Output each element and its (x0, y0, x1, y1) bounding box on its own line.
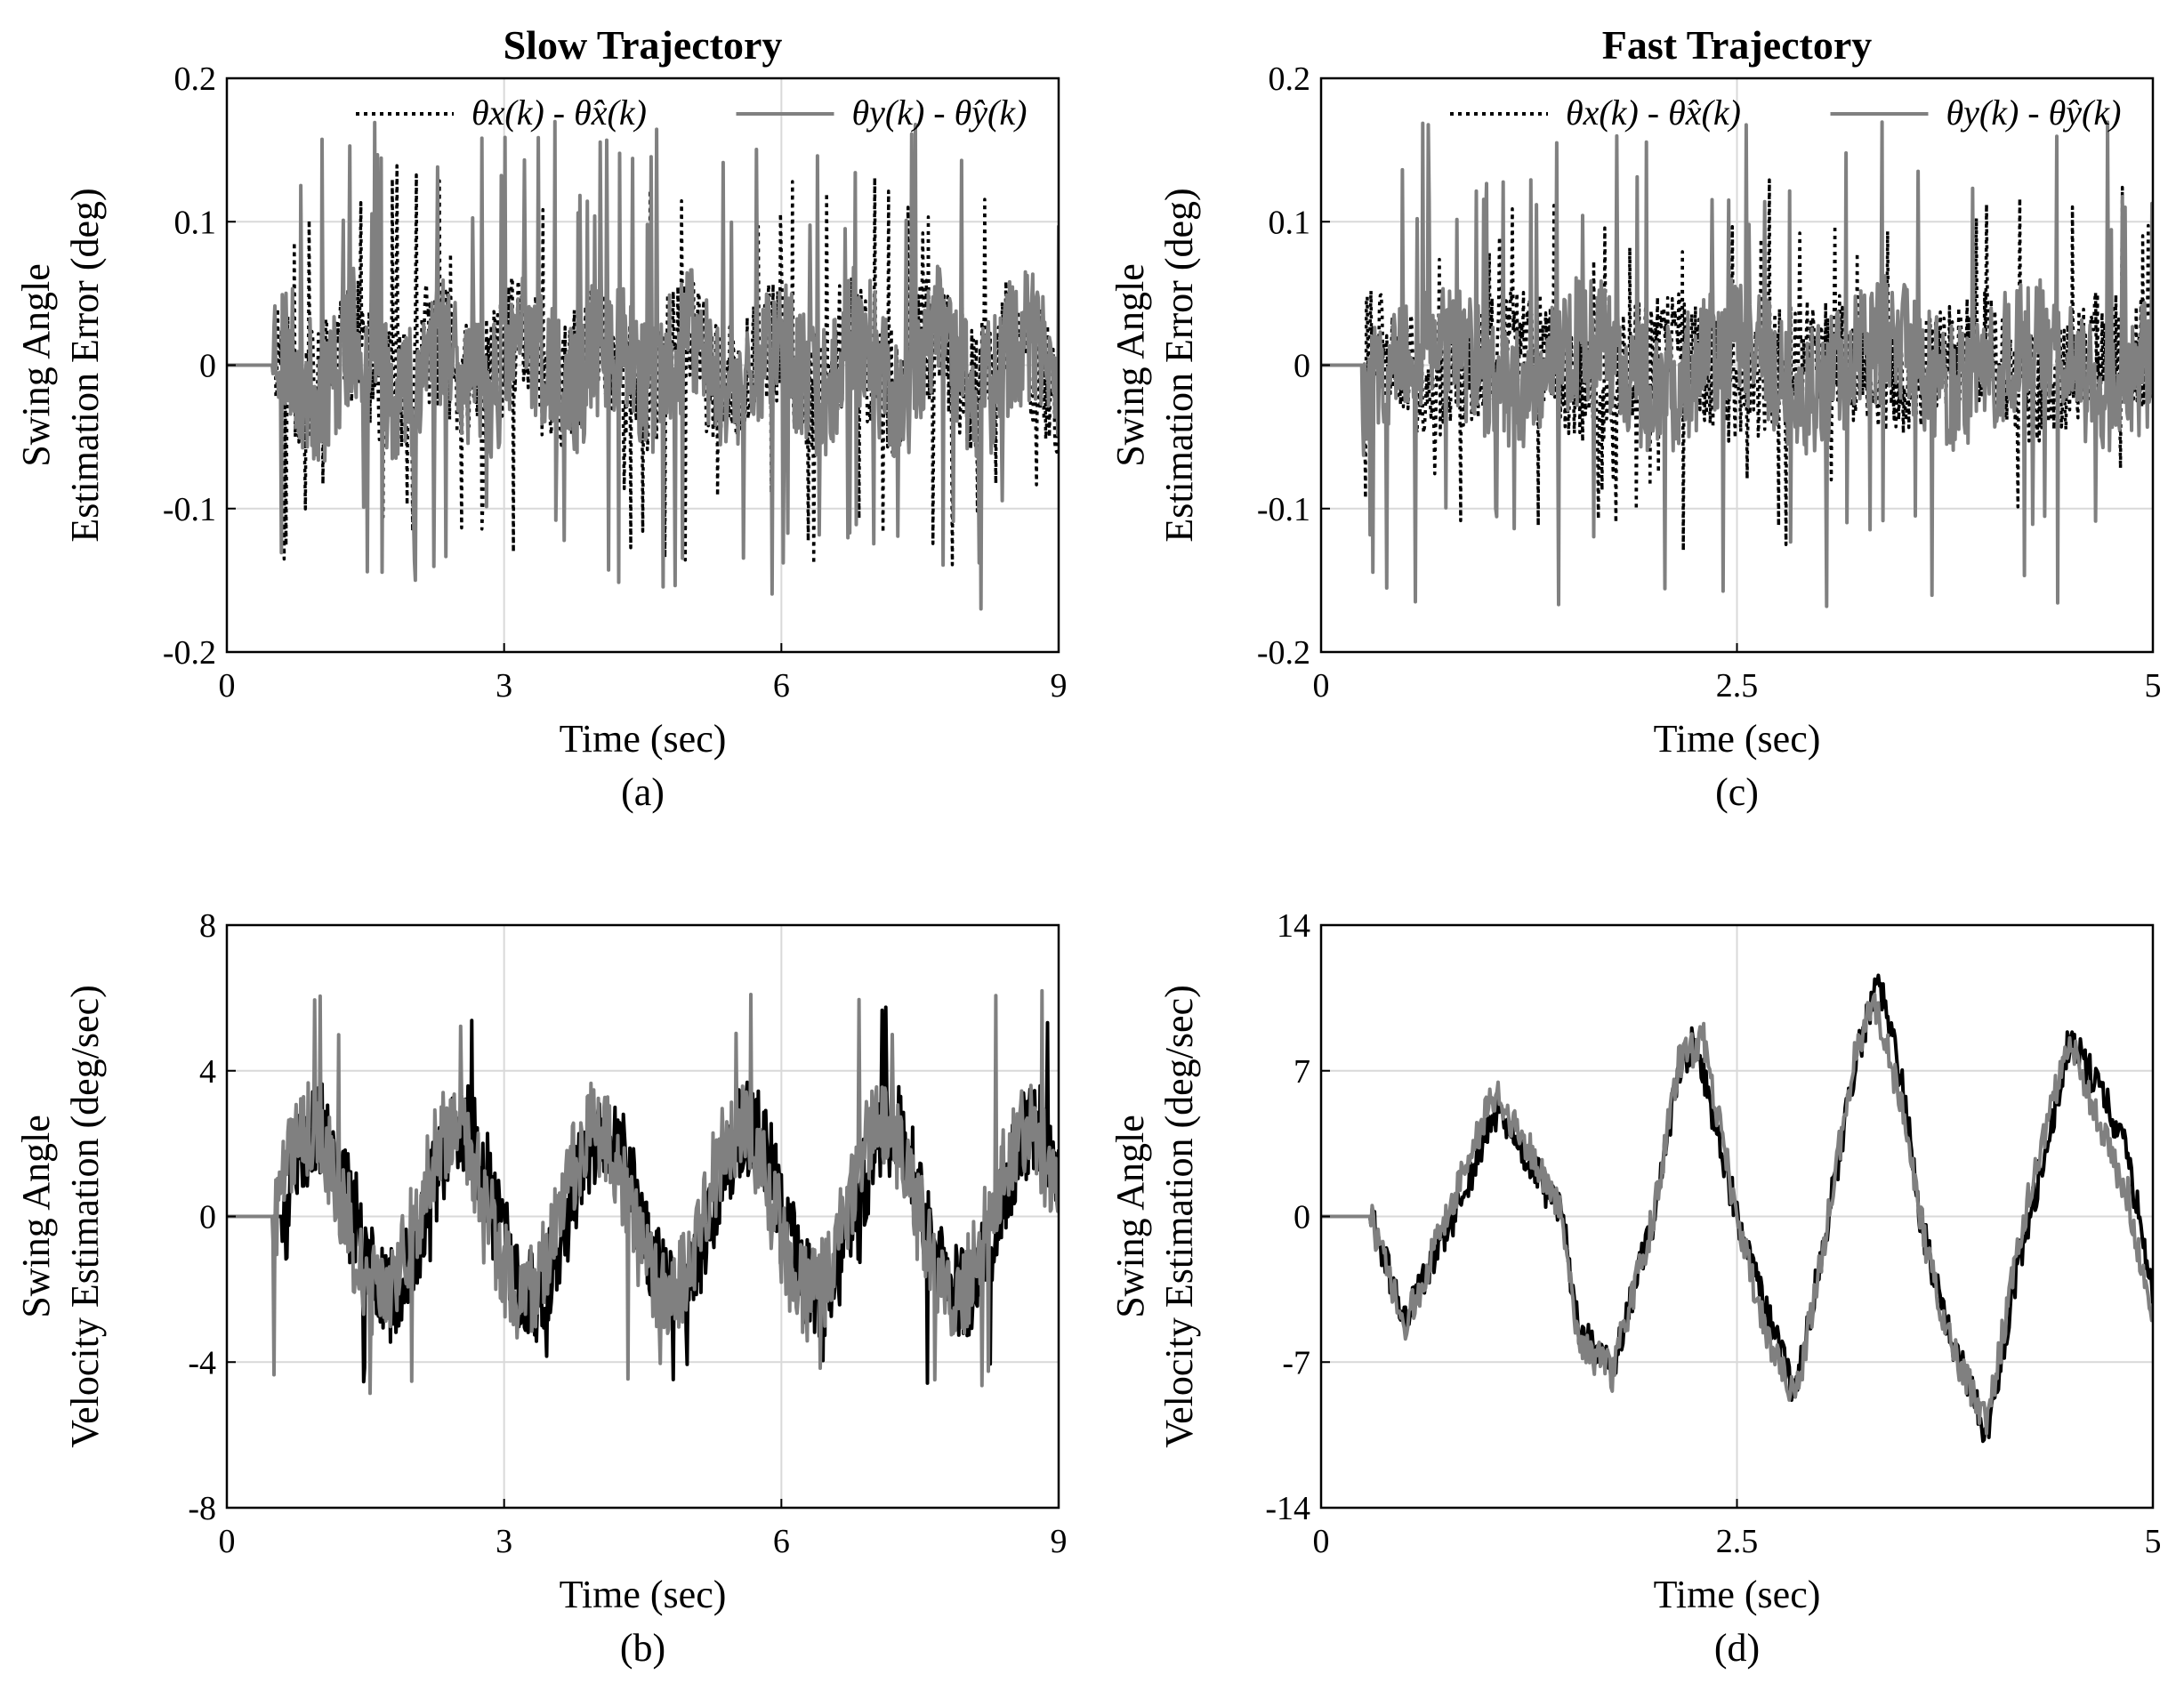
y-tick-label: -0.2 (1257, 634, 1310, 672)
chart-c: 0 2.5 5 -0.2 -0.1 0 0.1 0.2 Fast Trajectory Time … (1108, 22, 2162, 814)
x-axis-label: Time (sec) (1654, 717, 1821, 761)
y-tick-label: -7 (1282, 1344, 1310, 1381)
y-tick-label: 0 (1293, 348, 1310, 385)
x-axis-label: Time (sec) (560, 1573, 727, 1616)
y-tick-label: 8 (199, 907, 216, 945)
y-axis-label-line: Swing Angle (1108, 263, 1152, 467)
y-axis-label-line: Swing Angle (1108, 1115, 1152, 1318)
panel-caption: (d) (1714, 1626, 1760, 1670)
series-line-y (1321, 120, 2153, 608)
y-tick-label: -4 (188, 1344, 216, 1381)
y-tick-label: 0 (1293, 1199, 1310, 1236)
y-tick-label: -8 (188, 1490, 216, 1527)
x-tick-label: 0 (219, 667, 236, 705)
y-axis-label-line: Swing Angle (14, 263, 58, 467)
panel-caption: (b) (620, 1626, 665, 1670)
x-tick-label: 9 (1051, 1523, 1068, 1560)
x-tick-label: 9 (1051, 667, 1068, 705)
x-tick-label: 3 (496, 667, 512, 705)
y-axis-label-line: Estimation Error (deg) (1157, 188, 1201, 542)
panel-caption: (a) (621, 770, 665, 814)
x-tick-label: 6 (773, 1523, 790, 1560)
x-tick-label: 2.5 (1716, 1523, 1759, 1560)
x-tick-label: 0 (1313, 667, 1330, 705)
chart-a: 0 3 6 9 -0.2 -0.1 0 0.1 0.2 Slow Trajectory Time (… (14, 22, 1068, 814)
chart-b: 0 3 6 9 -8 -4 0 4 8 Time (sec) (b) Swing Angle Veloc… (14, 907, 1068, 1670)
legend-label: θy(k) - θ̂y(k) (852, 93, 1028, 133)
y-axis-label-line: Estimation Error (deg) (63, 188, 107, 542)
legend-label: θx(k) - θ̂x(k) (1566, 93, 1741, 133)
series-line-y (227, 988, 1059, 1396)
x-tick-label: 5 (2145, 667, 2162, 705)
y-tick-label: 0.2 (1269, 60, 1311, 98)
x-tick-label: 0 (1313, 1523, 1330, 1560)
series-line-y (227, 119, 1059, 611)
y-axis-label-line: Velocity Estimation (deg/sec) (1157, 985, 1201, 1448)
y-tick-label: 0 (199, 348, 216, 385)
y-tick-label: -0.2 (163, 634, 216, 672)
x-tick-label: 0 (219, 1523, 236, 1560)
series-line-y (1321, 992, 2153, 1436)
y-tick-label: -0.1 (1257, 491, 1310, 528)
y-axis-label-line: Velocity Estimation (deg/sec) (63, 985, 107, 1448)
y-tick-label: 0 (199, 1199, 216, 1236)
x-tick-label: 3 (496, 1523, 512, 1560)
x-tick-label: 5 (2145, 1523, 2162, 1560)
y-tick-label: -14 (1265, 1490, 1310, 1527)
chart-title: Slow Trajectory (504, 22, 783, 68)
y-tick-label: 0.2 (174, 60, 217, 98)
x-axis-label: Time (sec) (560, 717, 727, 761)
x-axis-label: Time (sec) (1654, 1573, 1821, 1616)
legend-label: θx(k) - θ̂x(k) (471, 93, 647, 133)
legend-label: θy(k) - θ̂y(k) (1946, 93, 2122, 133)
y-tick-label: -0.1 (163, 491, 216, 528)
x-tick-label: 2.5 (1716, 667, 1759, 705)
y-tick-label: 14 (1277, 907, 1310, 945)
y-tick-label: 0.1 (174, 204, 217, 241)
panel-caption: (c) (1715, 770, 1759, 814)
y-tick-label: 4 (199, 1053, 216, 1091)
chart-d: 0 2.5 5 -14 -7 0 7 14 Time (sec) (d) Swing Angle Ve… (1108, 907, 2162, 1670)
chart-title: Fast Trajectory (1602, 22, 1873, 68)
x-tick-label: 6 (773, 667, 790, 705)
y-tick-label: 0.1 (1269, 204, 1311, 241)
y-tick-label: 7 (1293, 1053, 1310, 1091)
y-axis-label-line: Swing Angle (14, 1115, 58, 1318)
